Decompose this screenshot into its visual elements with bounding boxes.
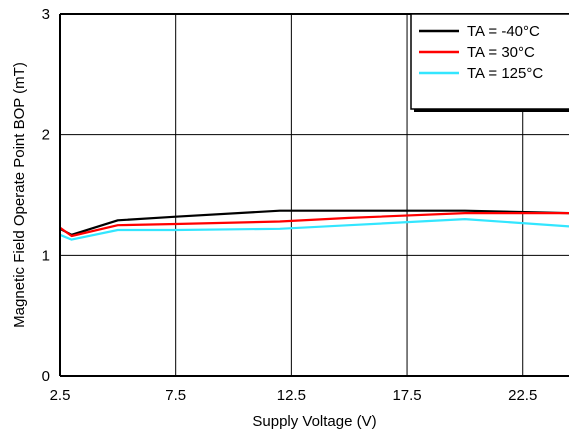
x-tick-label: 7.5 [165, 387, 186, 404]
series-line-1 [59, 212, 569, 238]
legend-label: TA = -40°C [467, 23, 540, 40]
x-tick-label: 22.5 [508, 387, 537, 404]
tick-labels: 2.5 7.5 12.5 17.5 22.5 0 1 2 3 [42, 6, 538, 404]
y-axis-label: Magnetic Field Operate Point BOP (mT) [11, 62, 28, 328]
series-line-0 [59, 209, 569, 236]
legend: TA = -40°C TA = 30°C TA = 125°C [410, 13, 569, 112]
y-tick-label: 2 [42, 127, 50, 144]
series-line-2 [59, 218, 569, 241]
series-lines [59, 209, 569, 241]
x-tick-label: 12.5 [277, 387, 306, 404]
legend-label: TA = 30°C [467, 44, 535, 61]
legend-label: TA = 125°C [467, 65, 543, 82]
x-axis-label: Supply Voltage (V) [252, 413, 376, 430]
x-tick-label: 2.5 [50, 387, 71, 404]
x-tick-label: 17.5 [392, 387, 421, 404]
y-tick-label: 3 [42, 6, 50, 23]
y-tick-label: 1 [42, 247, 50, 264]
y-tick-label: 0 [42, 368, 50, 385]
